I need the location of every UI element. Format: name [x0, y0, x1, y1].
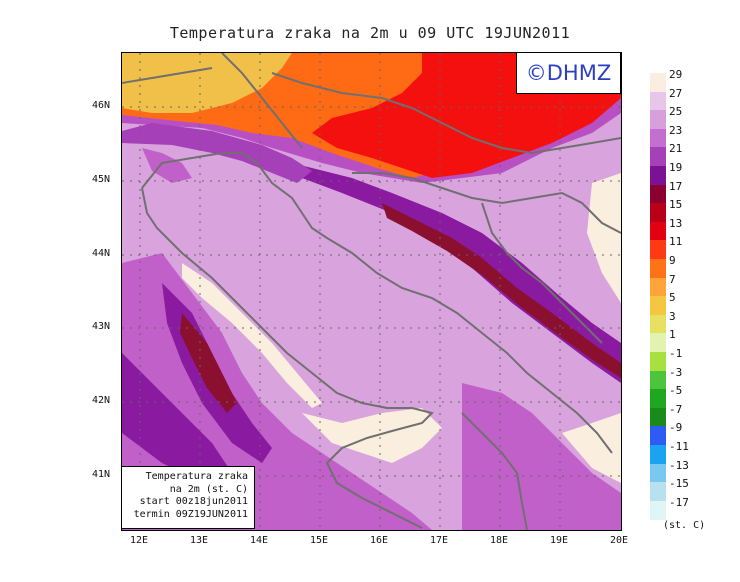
colorbar-swatch	[650, 240, 666, 260]
colorbar-swatch	[650, 277, 666, 297]
lat-label: 43N	[92, 321, 111, 332]
colorbar-label: 11	[669, 235, 683, 249]
lat-label: 46N	[92, 100, 111, 111]
colorbar-swatch	[650, 203, 666, 223]
italy-cream-strip	[182, 263, 322, 408]
bosnia-border	[481, 202, 603, 344]
colorbar-swatch	[650, 128, 666, 148]
map-canvas	[122, 53, 621, 530]
colorbar-swatch	[650, 166, 666, 185]
colorbar-label: 19	[669, 161, 683, 174]
northern-border	[271, 72, 621, 155]
colorbar-label: 15	[669, 198, 683, 212]
colorbar-label: 7	[669, 272, 676, 286]
colorbar-swatch	[650, 389, 666, 409]
info-line-3: start 00z18jun2011	[139, 496, 248, 507]
lon-label: 13E	[189, 535, 209, 546]
italy-maroon-zone	[180, 313, 237, 413]
colorbar-label: -7	[669, 402, 683, 416]
colorbar-swatch	[650, 147, 666, 167]
slovenia-border	[221, 53, 303, 149]
colorbar-swatch	[650, 314, 666, 334]
dinaric-purple-ridge	[292, 163, 621, 383]
albania-coast	[461, 412, 528, 530]
colorbar-swatch	[650, 296, 666, 316]
colorbar-label: 27	[669, 86, 683, 100]
colorbar-label: 23	[669, 123, 683, 137]
italy-cream-zone	[302, 408, 442, 463]
colorbar-label: -5	[669, 384, 683, 398]
coastlines	[122, 53, 621, 530]
info-line-2: na 2m (st. C)	[169, 483, 248, 495]
croatia-border	[352, 172, 621, 234]
lon-label: 17E	[429, 535, 449, 546]
colorbar-label: 17	[669, 179, 683, 193]
graticule	[122, 53, 621, 530]
colorbar-swatch	[650, 407, 666, 427]
temperature-map	[121, 52, 622, 531]
info-line-4: termin 09Z19JUN2011	[133, 508, 248, 520]
colorbar-swatch	[650, 110, 666, 130]
east-cream-zone	[587, 173, 621, 303]
colorbar-swatch	[650, 482, 666, 502]
south-purple-zone	[462, 383, 621, 530]
info-box: Temperatura zraka na 2m (st. C) start 00…	[121, 466, 255, 529]
colorbar-label: 13	[669, 216, 683, 230]
colorbar-swatch	[650, 73, 666, 92]
colorbar-swatch	[650, 500, 666, 520]
lat-label: 45N	[92, 174, 111, 185]
colorbar-label: -1	[669, 347, 683, 360]
lat-label: 42N	[92, 395, 111, 406]
lon-label: 14E	[249, 535, 269, 546]
colorbar-label: 29	[669, 68, 683, 81]
colorbar-swatch	[650, 445, 666, 464]
colorbar-label: 25	[669, 105, 683, 119]
colorbar-swatch	[650, 259, 666, 278]
alpine-border	[122, 67, 213, 84]
colorbar-swatch	[650, 463, 666, 483]
colorbar-label: -13	[669, 458, 689, 472]
lon-label: 19E	[549, 535, 569, 546]
lon-label: 15E	[309, 535, 329, 546]
colorbar-swatch	[650, 352, 666, 371]
northwest-warm-zone	[122, 53, 292, 113]
italy-east-coast	[141, 187, 434, 529]
colorbar-label: -11	[669, 440, 689, 453]
adriatic-east-coast	[141, 152, 613, 454]
colorbar-swatch	[650, 91, 666, 111]
lon-label: 16E	[369, 535, 389, 546]
colorbar-swatch	[650, 426, 666, 446]
colorbar-label: 5	[669, 291, 676, 305]
colorbar-unit: (st. C)	[663, 520, 706, 531]
colorbar-label: 9	[669, 254, 676, 267]
colorbar-swatch	[650, 333, 666, 353]
lat-label: 41N	[92, 469, 111, 480]
lon-label: 18E	[489, 535, 509, 546]
colorbar-swatch	[650, 221, 666, 241]
southeast-cream-zone	[562, 413, 621, 483]
dinaric-maroon-ridge	[382, 203, 621, 378]
northwest-purple-zone	[142, 148, 192, 183]
lon-label: 12E	[129, 535, 149, 546]
lon-label: 20E	[609, 535, 629, 546]
colorbar-label: -15	[669, 477, 689, 491]
colorbar-swatch	[650, 184, 666, 204]
info-line-1: Temperatura zraka	[145, 471, 248, 482]
colorbar-label: -17	[669, 495, 689, 509]
dhmz-logo: ©DHMZ	[516, 52, 621, 94]
colorbar-label: -9	[669, 421, 683, 435]
colorbar-label: 21	[669, 142, 683, 156]
lat-label: 44N	[92, 248, 111, 259]
colorbar-label: 1	[669, 328, 676, 342]
map-title: Temperatura zraka na 2m u 09 UTC 19JUN20…	[169, 24, 571, 42]
colorbar-swatch	[650, 370, 666, 390]
colorbar-label: -3	[669, 365, 683, 379]
italy-southwest-purple	[122, 353, 232, 483]
colorbar-label: 3	[669, 309, 676, 323]
